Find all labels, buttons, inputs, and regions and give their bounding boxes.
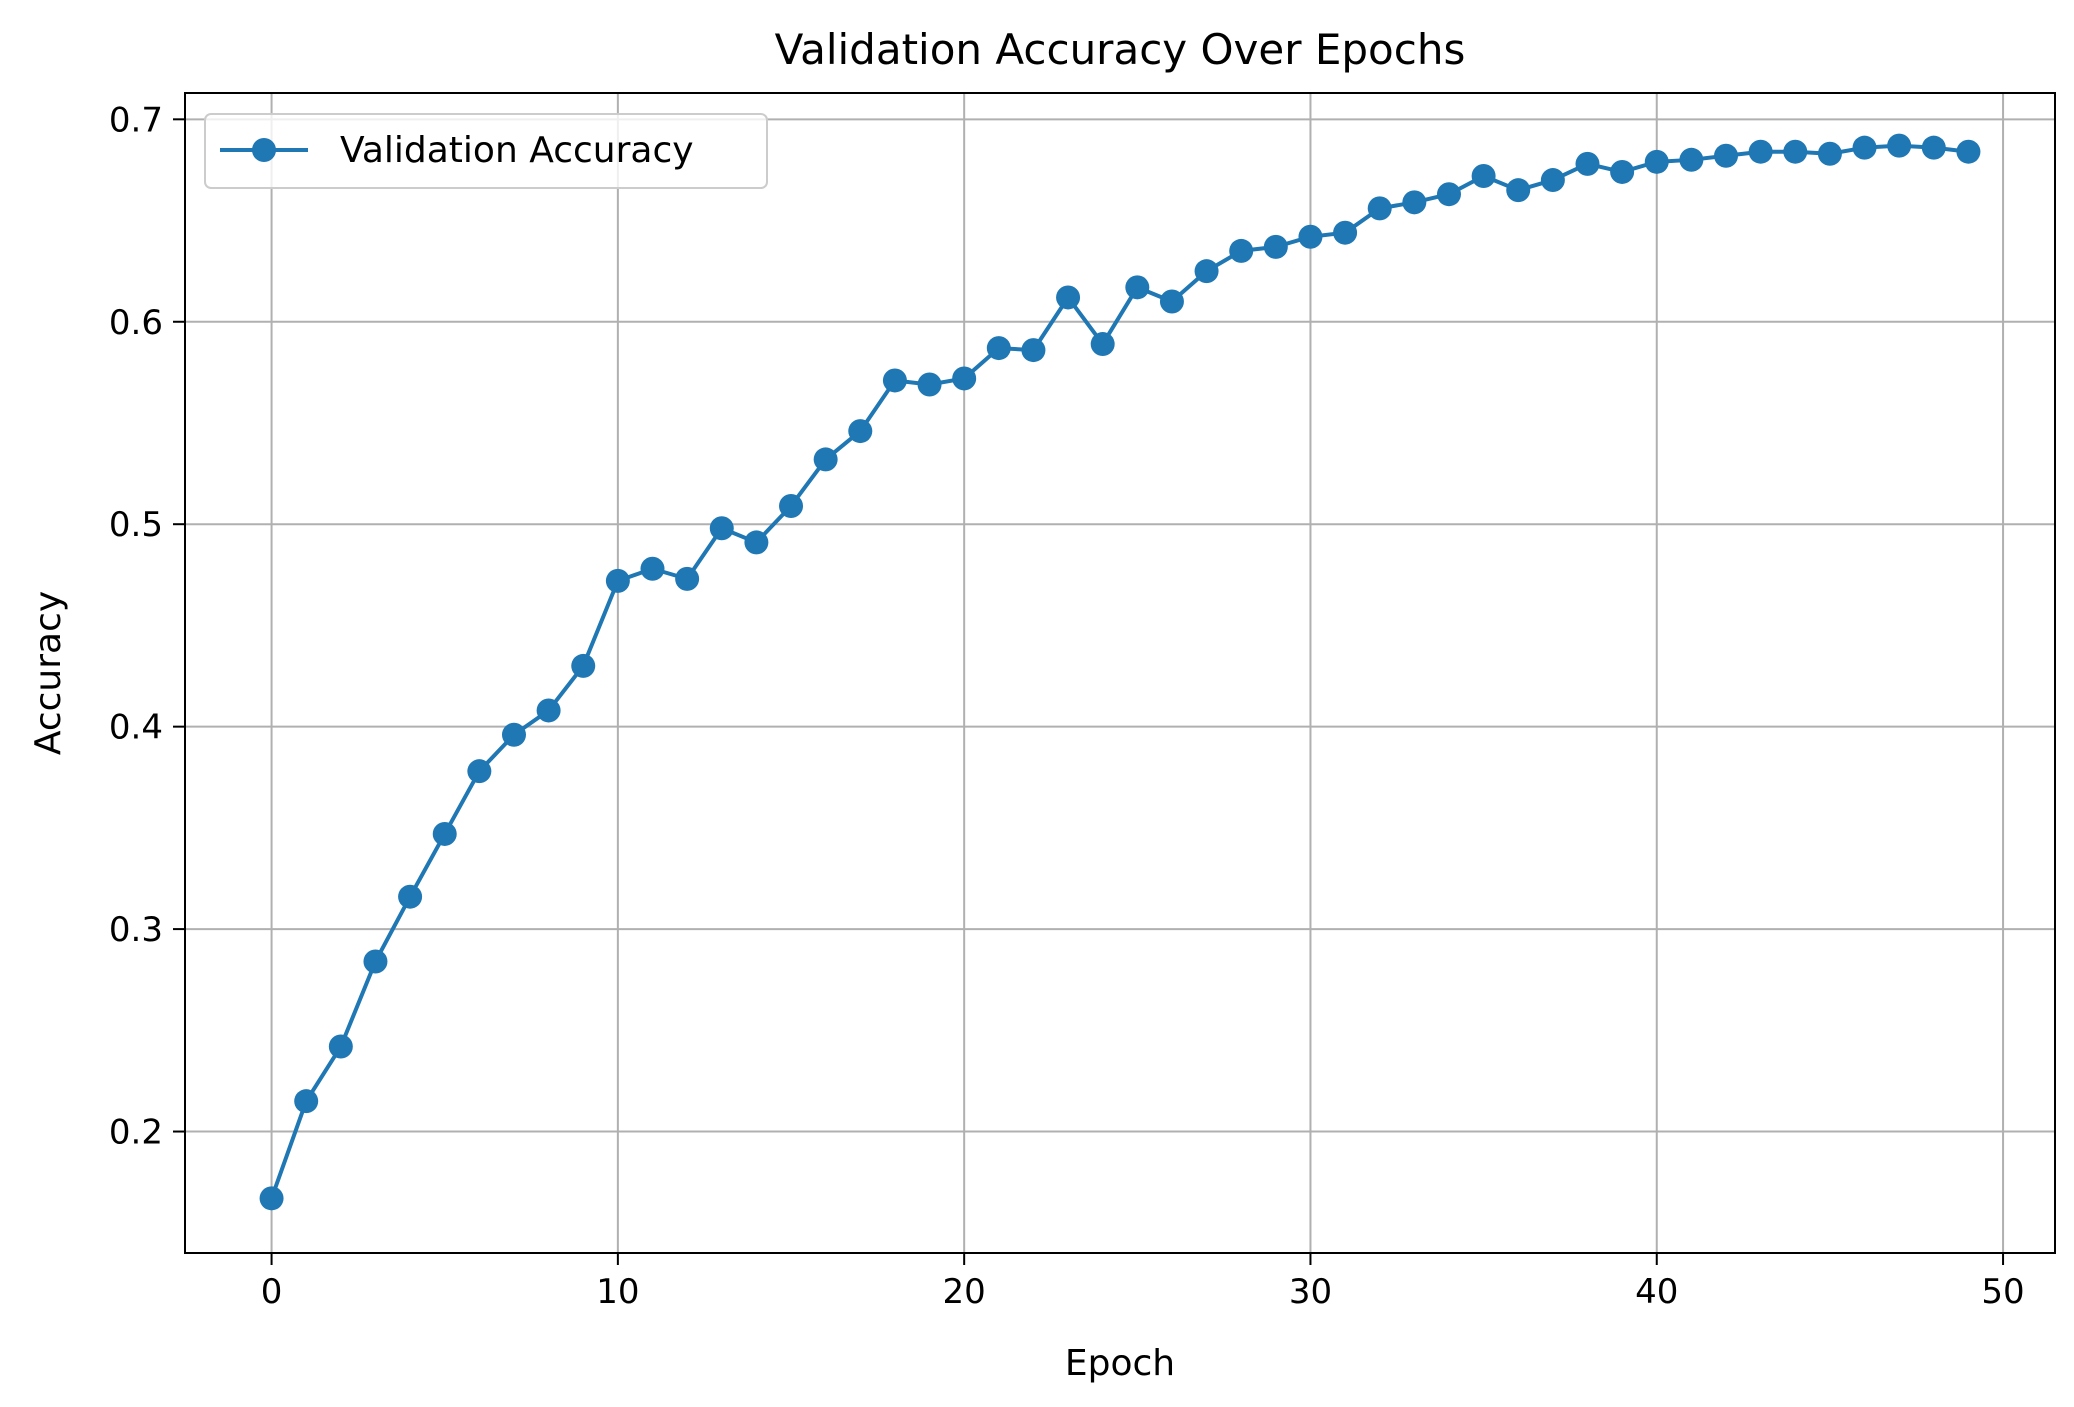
data-point — [1333, 220, 1358, 245]
x-tick-label: 30 — [1289, 1272, 1332, 1312]
y-axis-label: Accuracy — [28, 591, 69, 755]
data-point — [709, 516, 734, 541]
legend-marker-sample — [252, 138, 276, 162]
data-point — [1021, 338, 1046, 363]
legend-box — [204, 113, 768, 189]
data-point — [536, 698, 561, 723]
data-point — [328, 1034, 353, 1059]
data-point — [1679, 147, 1704, 172]
x-tick-label: 20 — [943, 1272, 986, 1312]
data-point — [1748, 139, 1773, 164]
data-point — [259, 1186, 284, 1211]
data-point — [1194, 259, 1219, 284]
data-point — [1956, 139, 1981, 164]
data-point — [848, 419, 873, 444]
data-point — [986, 336, 1011, 361]
data-point — [432, 821, 457, 846]
data-point — [1436, 182, 1461, 207]
x-tick-label: 40 — [1635, 1272, 1678, 1312]
y-tick-label: 0.6 — [109, 303, 163, 343]
data-point — [1090, 332, 1115, 357]
data-point — [675, 566, 700, 591]
data-point — [952, 366, 977, 391]
y-tick-label: 0.3 — [109, 910, 163, 950]
legend: Validation Accuracy — [204, 113, 768, 189]
data-point — [363, 949, 388, 974]
data-point — [640, 556, 665, 581]
x-tick-label: 0 — [261, 1272, 283, 1312]
data-point — [1506, 178, 1531, 203]
plot-background — [185, 93, 2055, 1253]
data-point — [1610, 159, 1635, 184]
y-tick-label: 0.4 — [109, 708, 163, 748]
data-point — [501, 722, 526, 747]
data-point — [1298, 224, 1323, 249]
data-point — [1783, 139, 1808, 164]
y-tick-label: 0.5 — [109, 505, 163, 545]
x-tick-label: 10 — [596, 1272, 639, 1312]
data-point — [1887, 133, 1912, 158]
data-point — [1644, 149, 1669, 174]
data-point — [813, 447, 838, 472]
data-point — [1817, 141, 1842, 166]
data-point — [1714, 143, 1739, 168]
y-tick-label: 0.7 — [109, 100, 163, 140]
axis-ticks: 0 10 20 30 40 50 0.2 0.3 0.4 0.5 0.6 0.7 — [109, 100, 2025, 1312]
data-point — [1229, 238, 1254, 263]
data-point — [1575, 151, 1600, 176]
plot-frame — [184, 92, 2056, 1254]
data-point — [294, 1089, 319, 1114]
data-point — [1540, 168, 1565, 193]
data-point — [1367, 196, 1392, 221]
data-point — [1402, 190, 1427, 215]
legend-entry-validation-accuracy: Validation Accuracy — [340, 130, 694, 171]
data-point — [571, 653, 596, 678]
x-tick-label: 50 — [1981, 1272, 2024, 1312]
data-point — [917, 372, 942, 397]
chart-title: Validation Accuracy Over Epochs — [775, 25, 1466, 74]
y-tick-label: 0.2 — [109, 1113, 163, 1153]
data-point — [398, 884, 423, 909]
data-point — [1852, 135, 1877, 160]
data-point — [779, 493, 804, 518]
data-point — [1159, 289, 1184, 314]
data-point — [1921, 135, 1946, 160]
data-point — [744, 530, 769, 555]
grid-lines — [185, 93, 2055, 1253]
data-point — [467, 759, 492, 784]
x-axis-label: Epoch — [1065, 1343, 1175, 1384]
data-point — [605, 568, 630, 593]
data-point — [1125, 275, 1150, 300]
series-layer — [259, 133, 1981, 1211]
data-point — [1471, 164, 1496, 188]
data-point — [1056, 285, 1081, 310]
data-point — [882, 368, 907, 393]
data-point — [1263, 234, 1288, 259]
